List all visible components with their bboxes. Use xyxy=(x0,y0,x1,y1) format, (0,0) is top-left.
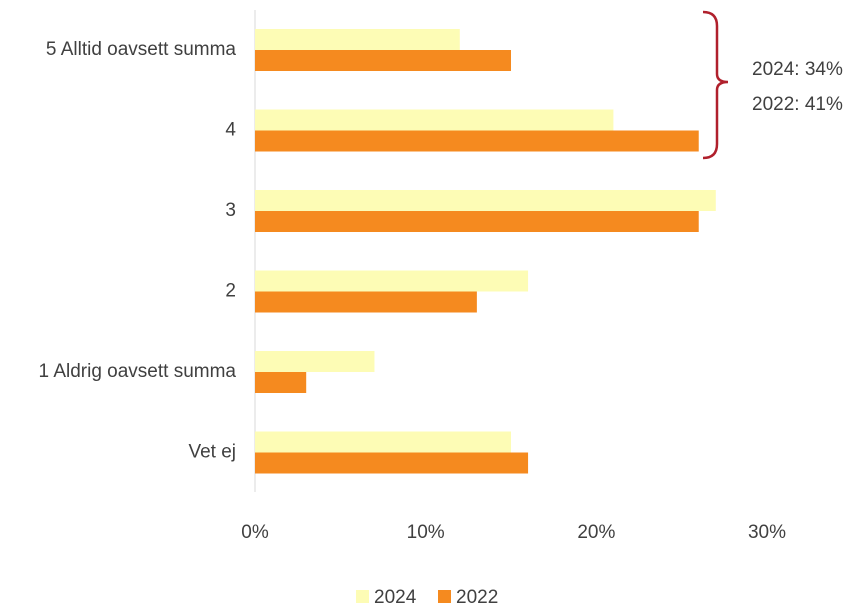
x-tick-label: 0% xyxy=(241,522,269,543)
bar xyxy=(255,270,529,292)
x-tick-label: 30% xyxy=(748,522,786,543)
y-tick-label: 5 Alltid oavsett summa xyxy=(46,39,237,60)
bar xyxy=(255,452,529,474)
bar xyxy=(255,50,511,71)
bar xyxy=(255,190,716,211)
bar xyxy=(255,431,511,453)
legend-swatch xyxy=(438,590,451,603)
bracket xyxy=(702,10,729,160)
bar xyxy=(255,29,460,50)
bar xyxy=(255,109,614,131)
bar xyxy=(255,291,477,313)
legend-label: 2022 xyxy=(456,587,498,608)
x-tick-label: 20% xyxy=(577,522,615,543)
annotation: 2024: 34% xyxy=(752,59,843,80)
legend-label: 2024 xyxy=(374,587,417,608)
bar xyxy=(255,351,375,372)
y-tick-label: 3 xyxy=(225,200,236,221)
y-tick-label: 4 xyxy=(225,120,236,141)
bar xyxy=(255,211,699,232)
y-tick-label: 1 Aldrig oavsett summa xyxy=(39,361,237,382)
bar xyxy=(255,372,307,393)
y-tick-label: 2 xyxy=(225,281,236,302)
bar xyxy=(255,130,699,152)
y-tick-label: Vet ej xyxy=(188,442,236,463)
annotation: 2022: 41% xyxy=(752,94,843,115)
legend-swatch xyxy=(356,590,369,603)
x-tick-label: 10% xyxy=(407,522,445,543)
